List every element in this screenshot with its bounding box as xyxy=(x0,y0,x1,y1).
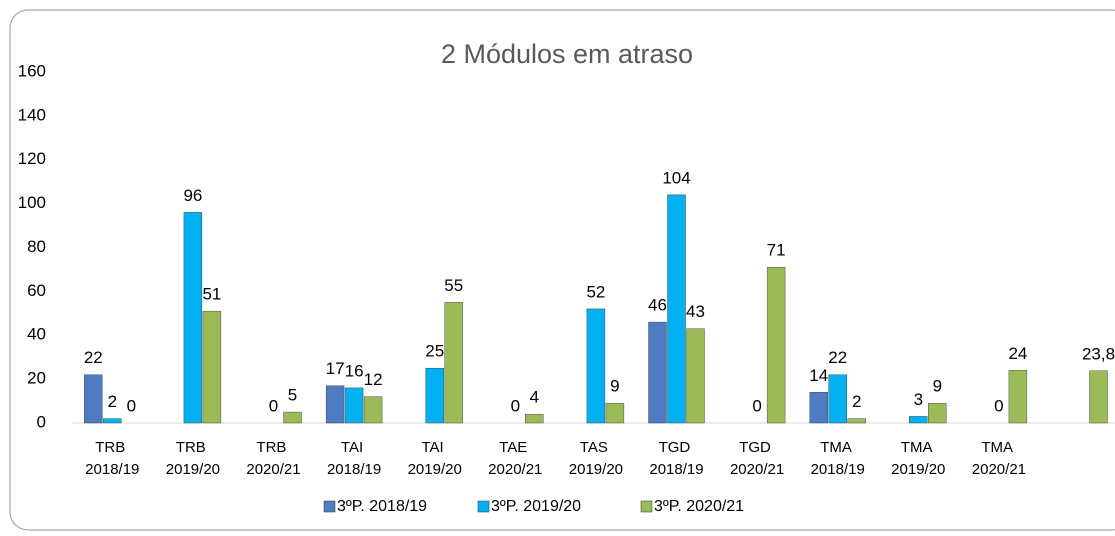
data-label: 0 xyxy=(994,396,1003,415)
bar xyxy=(586,308,606,424)
data-label: 22 xyxy=(828,348,847,367)
x-tick-label: TAE 2020/21 xyxy=(488,439,542,478)
data-label: 71 xyxy=(767,241,786,260)
data-label: 0 xyxy=(127,396,136,415)
bar xyxy=(425,367,444,424)
data-label: 43 xyxy=(686,302,705,321)
bar xyxy=(525,414,544,424)
data-label: 2 xyxy=(108,392,117,411)
x-tick-label: TRB 2018/19 xyxy=(85,439,139,478)
data-label: 51 xyxy=(202,285,221,304)
data-label: 2 xyxy=(852,392,861,411)
bar xyxy=(828,374,847,424)
legend-label: 3ºP. 2020/21 xyxy=(654,498,744,515)
bar xyxy=(809,392,828,424)
data-label: 9 xyxy=(933,377,942,396)
legend-label: 3ºP. 2019/20 xyxy=(491,498,581,515)
bar xyxy=(183,212,203,424)
bar xyxy=(84,374,103,424)
y-tick-label: 160 xyxy=(18,61,46,80)
legend-marker xyxy=(323,500,336,513)
data-label: 0 xyxy=(752,396,761,415)
bar xyxy=(605,403,625,424)
data-label: 0 xyxy=(269,396,278,415)
bar xyxy=(847,418,866,424)
bar xyxy=(648,321,667,424)
data-label: 17 xyxy=(326,359,345,378)
legend-label: 3ºP. 2018/19 xyxy=(337,498,427,515)
bar xyxy=(1008,370,1028,424)
y-tick-label: 0 xyxy=(37,412,46,431)
bar xyxy=(202,310,222,424)
data-label: 4 xyxy=(530,388,539,407)
x-tick-label: TMA 2018/19 xyxy=(811,439,865,478)
data-label: 12 xyxy=(364,370,383,389)
x-tick-label: TRB 2020/21 xyxy=(246,439,300,478)
bar xyxy=(444,302,463,424)
y-tick-label: 60 xyxy=(27,281,46,300)
x-tick-label: TAI 2018/19 xyxy=(327,439,381,478)
y-tick-label: 40 xyxy=(27,325,46,344)
data-label: 14 xyxy=(809,366,828,385)
x-tick-label: TAS 2019/20 xyxy=(569,439,623,478)
bar xyxy=(686,328,705,424)
y-tick-label: 20 xyxy=(27,369,46,388)
data-label: 9 xyxy=(610,377,619,396)
bar xyxy=(1089,370,1108,424)
bar xyxy=(325,385,345,424)
bar xyxy=(103,418,122,424)
chart-title: 2 Módulos em atraso xyxy=(441,39,693,69)
y-tick-label: 80 xyxy=(27,237,46,256)
x-tick-label: TMA 2020/21 xyxy=(972,439,1026,478)
data-label: 0 xyxy=(511,396,520,415)
legend-marker xyxy=(640,500,653,513)
legend-marker xyxy=(477,500,490,513)
data-label: 24 xyxy=(1008,344,1027,363)
data-label: 25 xyxy=(425,342,444,361)
x-tick-label: TMA 2019/20 xyxy=(891,439,945,478)
y-tick-label: 120 xyxy=(18,149,46,168)
data-label: 5 xyxy=(288,386,297,405)
x-tick-label: TAI 2019/20 xyxy=(408,439,462,478)
bar xyxy=(363,396,383,424)
data-label: 3 xyxy=(914,390,923,409)
data-label: 16 xyxy=(345,361,364,380)
x-tick-label: TRB 2019/20 xyxy=(166,439,220,478)
y-tick-label: 100 xyxy=(18,193,46,212)
data-label: 96 xyxy=(183,186,202,205)
bar xyxy=(283,411,302,424)
data-label: 46 xyxy=(648,296,667,315)
bar xyxy=(667,194,686,424)
x-tick-label: TGD 2020/21 xyxy=(730,439,784,478)
data-label: 23,8 xyxy=(1082,344,1115,363)
data-label: 104 xyxy=(662,168,690,187)
bar xyxy=(766,267,786,424)
data-label: 52 xyxy=(586,282,605,301)
y-tick-label: 140 xyxy=(18,105,46,124)
data-label: 22 xyxy=(84,348,103,367)
bar xyxy=(928,403,947,424)
bar xyxy=(909,416,928,424)
x-tick-label: TGD 2018/19 xyxy=(649,439,703,478)
data-label: 55 xyxy=(444,276,463,295)
bar xyxy=(344,387,364,424)
